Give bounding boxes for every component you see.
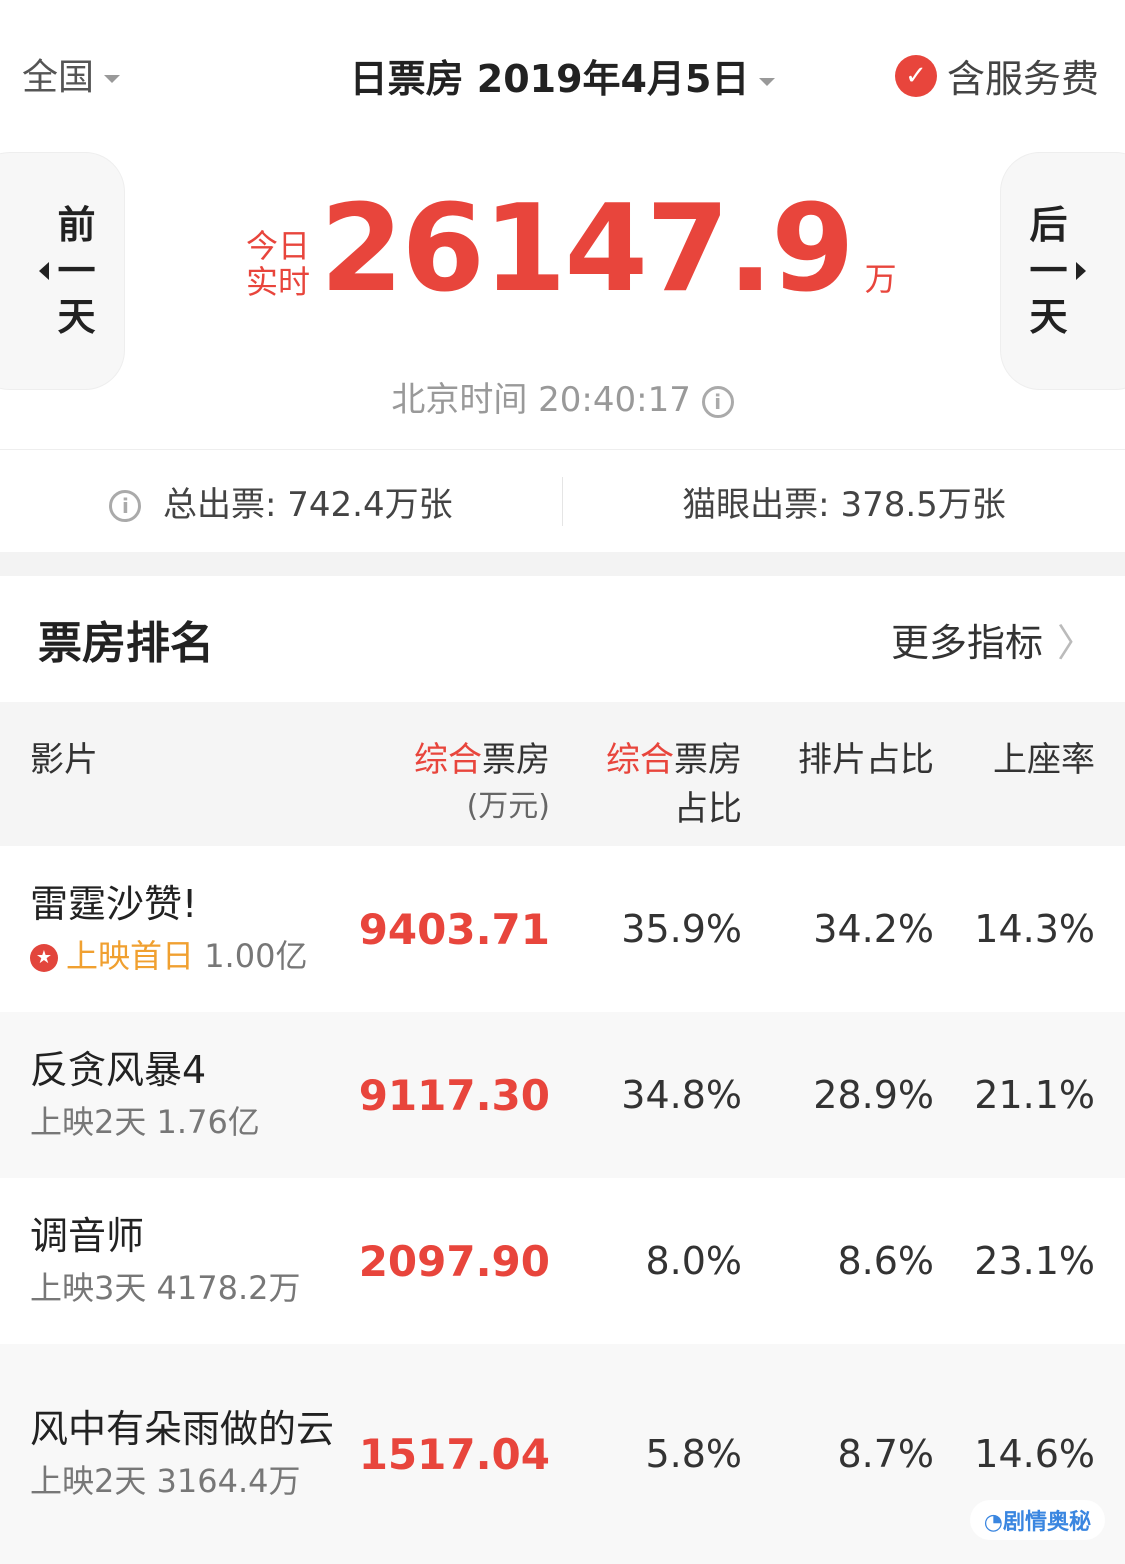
col-label: 占比 — [674, 789, 742, 829]
ranking-title: 票房排名 — [38, 618, 214, 669]
total-gross: 3164.4万 — [156, 1462, 301, 1500]
seat-rate: 23.1% — [974, 1239, 1095, 1283]
film-name: 雷霆沙赞! — [30, 882, 198, 926]
date-title: 日票房 2019年4月5日 — [349, 57, 750, 101]
box-office: 1517.04 — [358, 1429, 550, 1479]
table-row[interactable]: 反贪风暴4 上映2天 1.76亿 9117.30 34.8% 28.9% 21.1… — [0, 1012, 1125, 1178]
release-tag: 上映2天 — [30, 1103, 147, 1141]
watermark: ◔剧情奥秘 — [969, 1500, 1105, 1540]
time-label: 北京时间 20:40:17 — [391, 380, 691, 420]
check-icon: ✓ — [894, 54, 937, 97]
film-name: 风中有朵雨做的云 — [30, 1407, 335, 1451]
release-tag: 上映2天 — [30, 1462, 147, 1500]
realtime-box-office: 今日 实时 26147.9 万 — [246, 190, 897, 310]
prev-char: 一 — [57, 249, 96, 293]
table-row[interactable]: 风中有朵雨做的云上映2天 3164.4万 1517.04 5.8% 8.7% 1… — [0, 1344, 1125, 1564]
seat-rate: 21.1% — [974, 1073, 1095, 1117]
date-selector[interactable]: 日票房 2019年4月5日 — [0, 48, 1125, 103]
region-selector[interactable]: 全国 — [22, 48, 121, 100]
box-share: 8.0% — [645, 1239, 742, 1283]
prev-day-button[interactable]: 前一天 — [0, 152, 125, 390]
col-share[interactable]: 综合票房占比 — [550, 732, 742, 846]
ticket-stats: i 总出票: 742.4万张 猫眼出票: 378.5万张 — [0, 450, 1125, 576]
prev-char: 天 — [57, 295, 96, 339]
total-gross: 1.00亿 — [204, 937, 308, 975]
release-tag: 上映3天 — [30, 1269, 147, 1307]
more-metrics-link[interactable]: 更多指标〉 — [891, 612, 1095, 667]
next-char: 一 — [1029, 249, 1068, 293]
amount-unit: 万 — [864, 260, 897, 298]
table-row[interactable]: 调音师上映3天 4178.2万 2097.90 8.0% 8.6% 23.1% — [0, 1178, 1125, 1344]
beijing-time: 北京时间 20:40:17 i — [0, 372, 1125, 421]
service-fee-label: 含服务费 — [946, 57, 1099, 101]
logo-icon: ◔ — [983, 1510, 1003, 1535]
col-label: 综合 — [606, 740, 674, 780]
total-gross: 1.76亿 — [156, 1103, 260, 1141]
table-row[interactable]: 雷霆沙赞! ★ 上映首日 1.00亿 9403.71 35.9% 34.2% 14.… — [0, 846, 1125, 1012]
seat-rate: 14.3% — [974, 907, 1095, 951]
chevron-right-icon: 〉 — [1056, 620, 1095, 665]
arrow-right-icon — [1075, 262, 1086, 280]
maoyan-tickets-label: 猫眼出票: 378.5万张 — [682, 484, 1006, 525]
film-name: 反贪风暴4 — [30, 1048, 207, 1092]
schedule-share: 8.7% — [837, 1432, 934, 1476]
col-unit: (万元) — [466, 789, 550, 824]
col-label: 综合 — [414, 740, 482, 780]
schedule-share: 34.2% — [813, 907, 934, 951]
col-label: 票房 — [482, 740, 550, 780]
col-box-office[interactable]: 综合票房 (万元) — [350, 732, 550, 846]
next-char: 后 — [1029, 203, 1068, 247]
col-film: 影片 — [30, 740, 98, 780]
box-share: 5.8% — [645, 1432, 742, 1476]
medal-icon: ★ — [30, 944, 58, 972]
table-body: 雷霆沙赞! ★ 上映首日 1.00亿 9403.71 35.9% 34.2% 14.… — [0, 846, 1125, 1564]
box-office: 9403.71 — [358, 904, 550, 954]
total-tickets: i 总出票: 742.4万张 — [0, 476, 563, 526]
amount-value: 26147.9 — [320, 180, 855, 319]
hero: 前一天 今日 实时 26147.9 万 北京时间 20:40:17 i 后一天 — [0, 140, 1125, 450]
caret-down-icon — [104, 75, 121, 83]
next-day-button[interactable]: 后一天 — [1000, 152, 1125, 390]
col-seat[interactable]: 上座率 — [993, 740, 1095, 780]
maoyan-tickets: 猫眼出票: 378.5万张 — [563, 477, 1125, 526]
prev-char: 前 — [57, 203, 96, 247]
info-icon[interactable]: i — [109, 490, 142, 522]
total-tickets-label: 总出票: 742.4万张 — [163, 484, 453, 525]
col-label: 票房 — [674, 740, 742, 780]
total-gross: 4178.2万 — [156, 1269, 301, 1307]
ranking-header: 票房排名 更多指标〉 — [0, 576, 1125, 702]
service-fee-toggle[interactable]: ✓ 含服务费 — [894, 48, 1099, 103]
top-bar: 全国 日票房 2019年4月5日 ✓ 含服务费 — [0, 0, 1125, 140]
watermark-text: 剧情奥秘 — [1002, 1510, 1091, 1535]
info-icon[interactable]: i — [701, 385, 734, 418]
caret-down-icon — [759, 77, 776, 86]
film-name: 调音师 — [30, 1214, 145, 1258]
next-char: 天 — [1029, 295, 1068, 339]
schedule-share: 28.9% — [813, 1073, 934, 1117]
arrow-left-icon — [39, 262, 50, 280]
today-label: 今日 — [246, 227, 311, 265]
release-tag: 上映首日 — [66, 937, 195, 975]
region-label: 全国 — [22, 57, 95, 98]
more-label: 更多指标 — [890, 620, 1043, 665]
box-office: 2097.90 — [358, 1236, 550, 1286]
seat-rate: 14.6% — [974, 1432, 1095, 1476]
box-share: 35.9% — [621, 907, 742, 951]
col-schedule[interactable]: 排片占比 — [798, 740, 934, 780]
schedule-share: 8.6% — [837, 1239, 934, 1283]
table-header: 影片 综合票房 (万元) 综合票房 占比 排片占比 上座率 — [0, 702, 1125, 846]
realtime-label: 实时 — [246, 263, 311, 301]
box-share: 34.8% — [621, 1073, 742, 1117]
box-office: 9117.30 — [358, 1070, 550, 1120]
